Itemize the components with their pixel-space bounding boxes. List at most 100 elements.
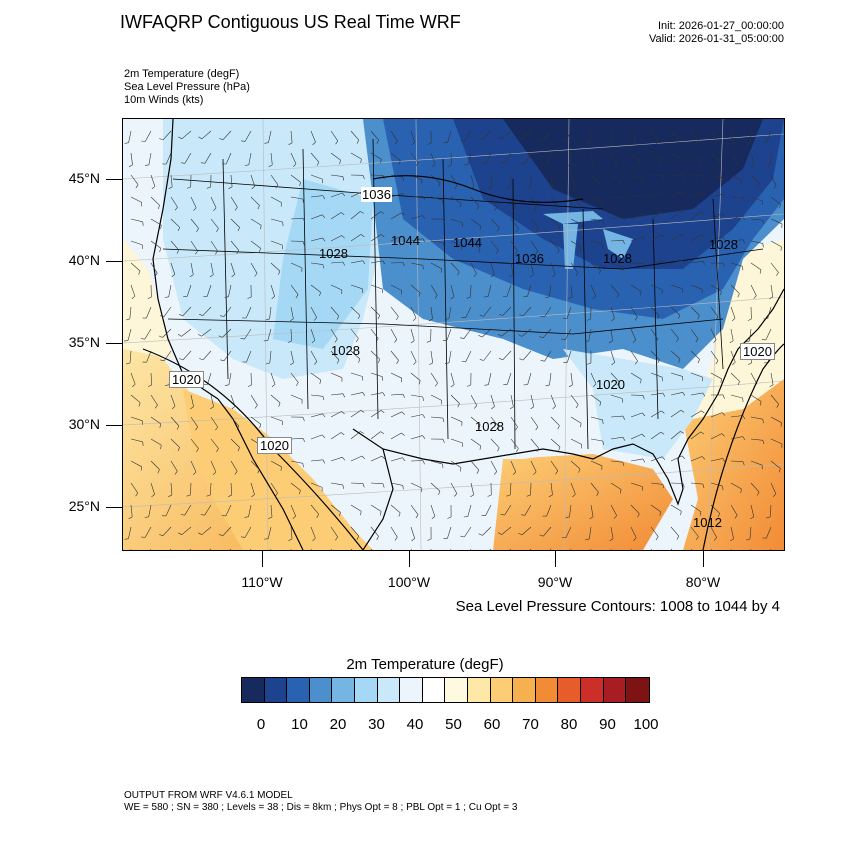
wind-barb-flag bbox=[614, 163, 618, 167]
wind-barb bbox=[330, 152, 341, 161]
wind-barb bbox=[550, 394, 556, 407]
wind-barb bbox=[589, 130, 592, 143]
wind-barb bbox=[210, 240, 218, 252]
wind-barb bbox=[650, 431, 661, 440]
wind-barb bbox=[410, 152, 419, 163]
wind-barb bbox=[330, 504, 341, 513]
wind-barb bbox=[310, 459, 323, 462]
wind-barb-flag bbox=[151, 494, 155, 498]
atlantic-warm-region bbox=[683, 379, 784, 550]
wind-barb bbox=[510, 174, 512, 188]
wind-barb-flag bbox=[302, 241, 305, 246]
wind-barb-flag bbox=[657, 315, 660, 320]
wind-barb bbox=[670, 260, 683, 264]
wind-barb-flag bbox=[292, 515, 296, 520]
wind-barb-flag bbox=[539, 138, 544, 141]
wind-barb bbox=[163, 350, 172, 361]
wind-barb-flag bbox=[540, 360, 545, 362]
wind-barb-flag bbox=[302, 218, 305, 222]
wind-barb-flag bbox=[271, 384, 276, 388]
wind-barb-flag bbox=[533, 207, 537, 211]
wind-barb bbox=[450, 438, 463, 444]
wind-barb bbox=[350, 482, 364, 484]
colorbar-box bbox=[467, 678, 491, 702]
wind-barb-flag bbox=[680, 409, 685, 413]
wind-barb bbox=[650, 482, 663, 485]
wind-barb-flag bbox=[478, 335, 483, 338]
wind-barb-flag bbox=[552, 405, 556, 410]
model-version: OUTPUT FROM WRF V4.6.1 MODEL bbox=[124, 790, 293, 801]
wind-barb-flag bbox=[678, 358, 681, 363]
wind-barb-flag bbox=[287, 340, 292, 343]
wind-barb bbox=[202, 306, 212, 316]
wind-barb bbox=[527, 372, 532, 385]
wind-barb bbox=[565, 328, 572, 340]
wind-barb bbox=[290, 504, 296, 517]
wind-barb-flag bbox=[377, 315, 380, 320]
wind-barb bbox=[509, 482, 512, 496]
pressure-label: 1044 bbox=[391, 233, 420, 248]
wind-barb bbox=[481, 328, 492, 338]
wind-barb bbox=[390, 457, 403, 462]
wind-barb bbox=[330, 328, 338, 340]
colorbar bbox=[241, 677, 650, 703]
wind-barb-flag bbox=[518, 136, 523, 140]
wind-barb-flag bbox=[195, 250, 198, 255]
wind-barb bbox=[250, 196, 260, 206]
wind-barb bbox=[690, 482, 703, 485]
wind-barb-flag bbox=[512, 471, 517, 476]
wind-barb-flag bbox=[412, 317, 417, 322]
wind-barb bbox=[690, 350, 700, 360]
wind-barb bbox=[269, 350, 272, 363]
wind-barb bbox=[464, 526, 472, 538]
wind-barb bbox=[610, 526, 614, 539]
wind-barb-flag bbox=[271, 296, 275, 300]
wind-barb-flag bbox=[196, 448, 199, 452]
wind-barb-flag bbox=[236, 425, 240, 430]
wind-barb-flag bbox=[195, 426, 198, 431]
wind-barb bbox=[182, 350, 192, 361]
valid-time: Valid: 2026-01-31_05:00:00 bbox=[649, 33, 784, 45]
wind-barb bbox=[770, 460, 781, 469]
wind-barb bbox=[390, 526, 398, 538]
wind-barb-flag bbox=[734, 515, 738, 519]
wind-barb bbox=[290, 130, 293, 143]
wind-barb bbox=[750, 460, 763, 466]
wind-barb-flag bbox=[159, 423, 162, 428]
wind-barb-flag bbox=[680, 234, 685, 237]
wind-barb bbox=[521, 130, 532, 140]
wind-barb bbox=[390, 212, 402, 220]
wind-barb bbox=[549, 372, 552, 385]
wind-barb-flag bbox=[622, 216, 626, 221]
wind-barb bbox=[310, 526, 316, 539]
wind-barb-flag bbox=[177, 447, 180, 452]
wind-barb-flag bbox=[197, 333, 202, 337]
pressure-label: 1020 bbox=[257, 437, 292, 454]
wind-barb bbox=[690, 130, 699, 141]
wind-barb-flag bbox=[444, 362, 450, 364]
wind-barb bbox=[290, 438, 304, 440]
wind-barb-flag bbox=[642, 236, 646, 241]
wind-barb bbox=[630, 194, 643, 198]
wind-barb bbox=[610, 306, 615, 319]
wind-barb-flag bbox=[128, 164, 133, 168]
wind-barb-flag bbox=[742, 397, 744, 403]
wind-barb bbox=[430, 416, 443, 419]
wind-barb-flag bbox=[611, 362, 615, 366]
wind-barb-flag bbox=[589, 516, 594, 520]
wind-barb-flag bbox=[747, 318, 752, 321]
wind-barb-flag bbox=[530, 406, 534, 410]
wind-barb bbox=[270, 394, 281, 404]
wind-barb bbox=[730, 394, 743, 399]
wind-barb bbox=[350, 306, 361, 316]
wind-barb bbox=[770, 482, 777, 495]
wind-barb bbox=[130, 262, 141, 272]
lake-superior bbox=[543, 211, 603, 224]
wind-barb bbox=[750, 174, 760, 184]
wind-barb bbox=[210, 460, 217, 473]
wind-barb bbox=[450, 460, 462, 468]
wind-barb-flag bbox=[159, 534, 164, 537]
wind-barb-flag bbox=[454, 185, 458, 189]
wind-barb-flag bbox=[336, 359, 340, 364]
wind-barb bbox=[610, 328, 613, 341]
